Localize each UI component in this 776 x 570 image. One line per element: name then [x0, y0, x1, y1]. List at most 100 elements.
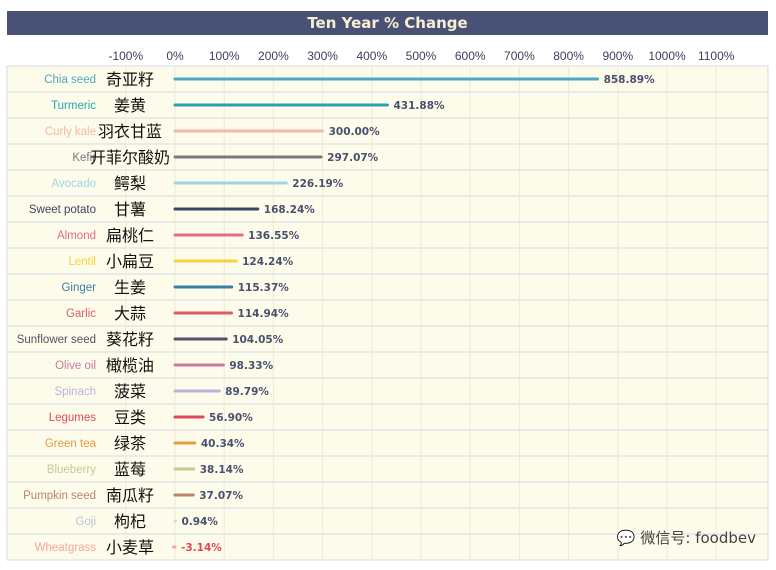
row-background	[6, 507, 769, 535]
x-tick-label: 100%	[209, 49, 240, 63]
bar-row: Ginger 生姜 115.37%	[61, 278, 289, 297]
watermark: 💬 微信号: foodbev	[617, 527, 756, 548]
category-label: Wheatgrass	[35, 542, 97, 554]
category-label: Ginger	[61, 282, 96, 294]
x-tick-label: 1100%	[698, 49, 735, 63]
chart-title: Ten Year % Change	[7, 11, 768, 35]
x-tick-label: 1000%	[648, 49, 686, 63]
x-tick-label: 800%	[553, 49, 584, 63]
x-tick-label: 0%	[166, 49, 184, 63]
bar-row: Garlic 大蒜 114.94%	[66, 304, 289, 323]
x-tick-label: 500%	[406, 49, 437, 63]
category-label-cn: 开菲尔酸奶	[90, 148, 170, 167]
x-tick-label: 400%	[356, 49, 387, 63]
x-tick-label: 700%	[504, 49, 535, 63]
value-label: 114.94%	[238, 308, 290, 320]
category-label-cn: 姜黄	[114, 96, 146, 115]
bar-row: Spinach 菠菜 89.79%	[54, 382, 269, 401]
row-background	[6, 221, 769, 249]
row-background	[6, 273, 769, 301]
category-label: Green tea	[45, 438, 97, 450]
value-label: 56.90%	[209, 412, 253, 424]
x-tick-label: -100%	[108, 49, 143, 63]
row-background	[6, 429, 769, 457]
category-label-cn: 鳄梨	[114, 174, 146, 193]
category-label-cn: 小扁豆	[106, 252, 154, 271]
value-label: 297.07%	[327, 152, 379, 164]
value-label: 431.88%	[393, 100, 445, 112]
category-label: Blueberry	[47, 464, 96, 476]
category-label-cn: 大蒜	[114, 304, 146, 323]
row-background	[6, 91, 769, 119]
category-label-cn: 豆类	[114, 408, 146, 427]
x-tick-label: 300%	[307, 49, 338, 63]
bar-row: Pumpkin seed 南瓜籽 37.07%	[23, 486, 243, 505]
bar-row: Turmeric 姜黄 431.88%	[51, 96, 445, 115]
category-label: Goji	[76, 516, 96, 528]
category-label-cn: 奇亚籽	[106, 70, 154, 89]
category-label: Almond	[57, 230, 96, 242]
category-label: Sunflower seed	[17, 334, 96, 346]
bar-row: Blueberry 蓝莓 38.14%	[47, 460, 244, 479]
category-label: Lentil	[69, 256, 97, 268]
chart-rows: Chia seed 奇亚籽 858.89% Turmeric 姜黄 431.88% Curl…	[17, 70, 655, 557]
category-label: Pumpkin seed	[23, 490, 96, 502]
grid	[6, 65, 769, 561]
row-background	[6, 351, 769, 379]
category-label-cn: 生姜	[114, 278, 146, 297]
value-label: 89.79%	[225, 386, 269, 398]
category-label-cn: 扁桃仁	[106, 226, 154, 245]
bar-row: Wheatgrass 小麦草 -3.14%	[35, 538, 223, 557]
category-label-cn: 葵花籽	[106, 330, 154, 349]
bar-row: Legumes 豆类 56.90%	[49, 408, 254, 427]
value-label: 115.37%	[238, 282, 290, 294]
bar-row: Sunflower seed 葵花籽 104.05%	[17, 330, 284, 349]
category-label-cn: 甘薯	[114, 200, 146, 219]
category-label: Garlic	[66, 308, 96, 320]
bar-row: Chia seed 奇亚籽 858.89%	[44, 70, 655, 89]
value-label: 226.19%	[292, 178, 344, 190]
value-label: 300.00%	[329, 126, 381, 138]
value-label: 858.89%	[604, 74, 656, 86]
value-label: 40.34%	[201, 438, 245, 450]
category-label-cn: 绿茶	[114, 434, 146, 453]
value-label: -3.14%	[181, 542, 222, 554]
row-background	[6, 403, 769, 431]
category-label-cn: 蓝莓	[114, 460, 146, 479]
value-label: 168.24%	[264, 204, 316, 216]
category-label: Olive oil	[55, 360, 96, 372]
category-label: Chia seed	[44, 74, 96, 86]
value-label: 37.07%	[199, 490, 243, 502]
value-label: 124.24%	[242, 256, 294, 268]
value-label: 98.33%	[229, 360, 273, 372]
category-label-cn: 橄榄油	[106, 356, 154, 375]
category-label: Legumes	[49, 412, 97, 424]
category-label: Turmeric	[51, 100, 96, 112]
value-label: 136.55%	[248, 230, 300, 242]
bar-row: Olive oil 橄榄油 98.33%	[55, 356, 273, 375]
value-label: 0.94%	[181, 516, 218, 528]
category-label-cn: 菠菜	[114, 382, 146, 401]
category-label: Curly kale	[45, 126, 96, 138]
value-label: 38.14%	[200, 464, 244, 476]
x-tick-label: 200%	[258, 49, 289, 63]
category-label: Kefir	[72, 152, 96, 164]
category-label-cn: 羽衣甘蓝	[98, 122, 162, 141]
row-background	[6, 247, 769, 275]
bar-row: Almond 扁桃仁 136.55%	[57, 226, 300, 245]
category-label-cn: 枸杞	[114, 512, 146, 531]
bar-row: Goji 枸杞 0.94%	[76, 512, 219, 531]
bar-row: Avocado 鳄梨 226.19%	[51, 174, 343, 193]
category-label: Avocado	[51, 178, 96, 190]
category-label-cn: 南瓜籽	[106, 486, 154, 505]
category-label: Spinach	[54, 386, 96, 398]
x-tick-label: 600%	[455, 49, 486, 63]
watermark-text: 微信号: foodbev	[640, 529, 756, 547]
row-background	[6, 455, 769, 483]
row-background	[6, 533, 769, 561]
bar-row: Sweet potato 甘薯 168.24%	[29, 200, 315, 219]
bar-row: Lentil 小扁豆 124.24%	[69, 252, 294, 271]
wechat-icon: 💬	[616, 529, 636, 547]
category-label-cn: 小麦草	[106, 538, 154, 557]
